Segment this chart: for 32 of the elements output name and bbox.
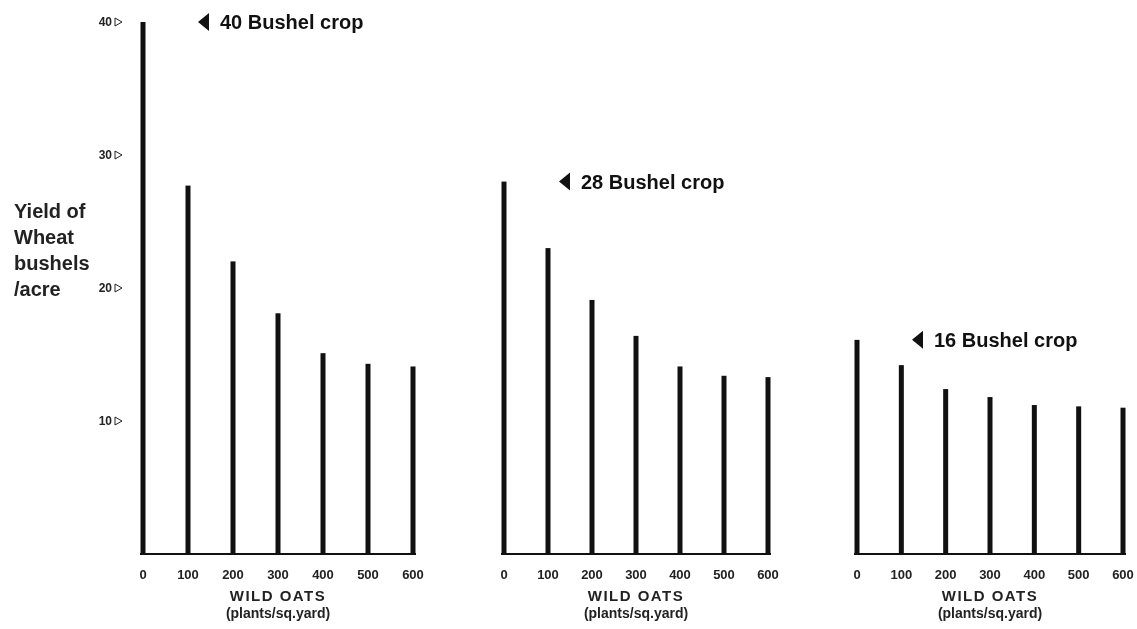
x-tick-label: 400 [1023,567,1046,582]
x-tick-label: 500 [713,567,735,582]
x-tick-label: 100 [890,567,913,582]
x-tick-label: 100 [177,567,199,582]
x-axis-title: WILD OATS (plants/sq.yard) [583,587,689,621]
x-tick-label: 600 [402,567,424,582]
x-tick-label: 100 [537,567,559,582]
x-tick-label: 300 [625,567,647,582]
annotation: 16 Bushel crop [934,328,1078,351]
y-tick-label: 40 [98,15,113,29]
x-axis-title: WILD OATS (plants/sq.yard) [937,587,1043,621]
x-tick-label: 0 [853,567,861,582]
annotation: 28 Bushel crop [581,170,725,193]
x-tick-label: 600 [1112,567,1134,582]
x-tick-label: 400 [669,567,691,582]
x-tick-label: 200 [581,567,603,582]
y-tick-label: 20 [98,281,113,295]
x-tick-label: 400 [312,567,334,582]
x-tick-label: 0 [500,567,508,582]
x-axis-title: WILD OATS (plants/sq.yard) [225,587,331,621]
y-axis-title: Yield of Wheat bushels /acre [14,200,90,300]
x-tick-label: 200 [222,567,244,582]
annotation: 40 Bushel crop [220,11,364,33]
y-tick-label: 10 [98,414,113,428]
y-tick-label: 30 [98,148,113,162]
x-tick-label: 500 [1067,567,1090,582]
x-tick-label: 600 [757,567,779,582]
x-tick-label: 500 [357,567,379,582]
x-tick-label: 200 [934,567,957,582]
x-tick-label: 0 [139,567,147,582]
x-tick-label: 300 [267,567,289,582]
x-tick-label: 300 [979,567,1001,582]
